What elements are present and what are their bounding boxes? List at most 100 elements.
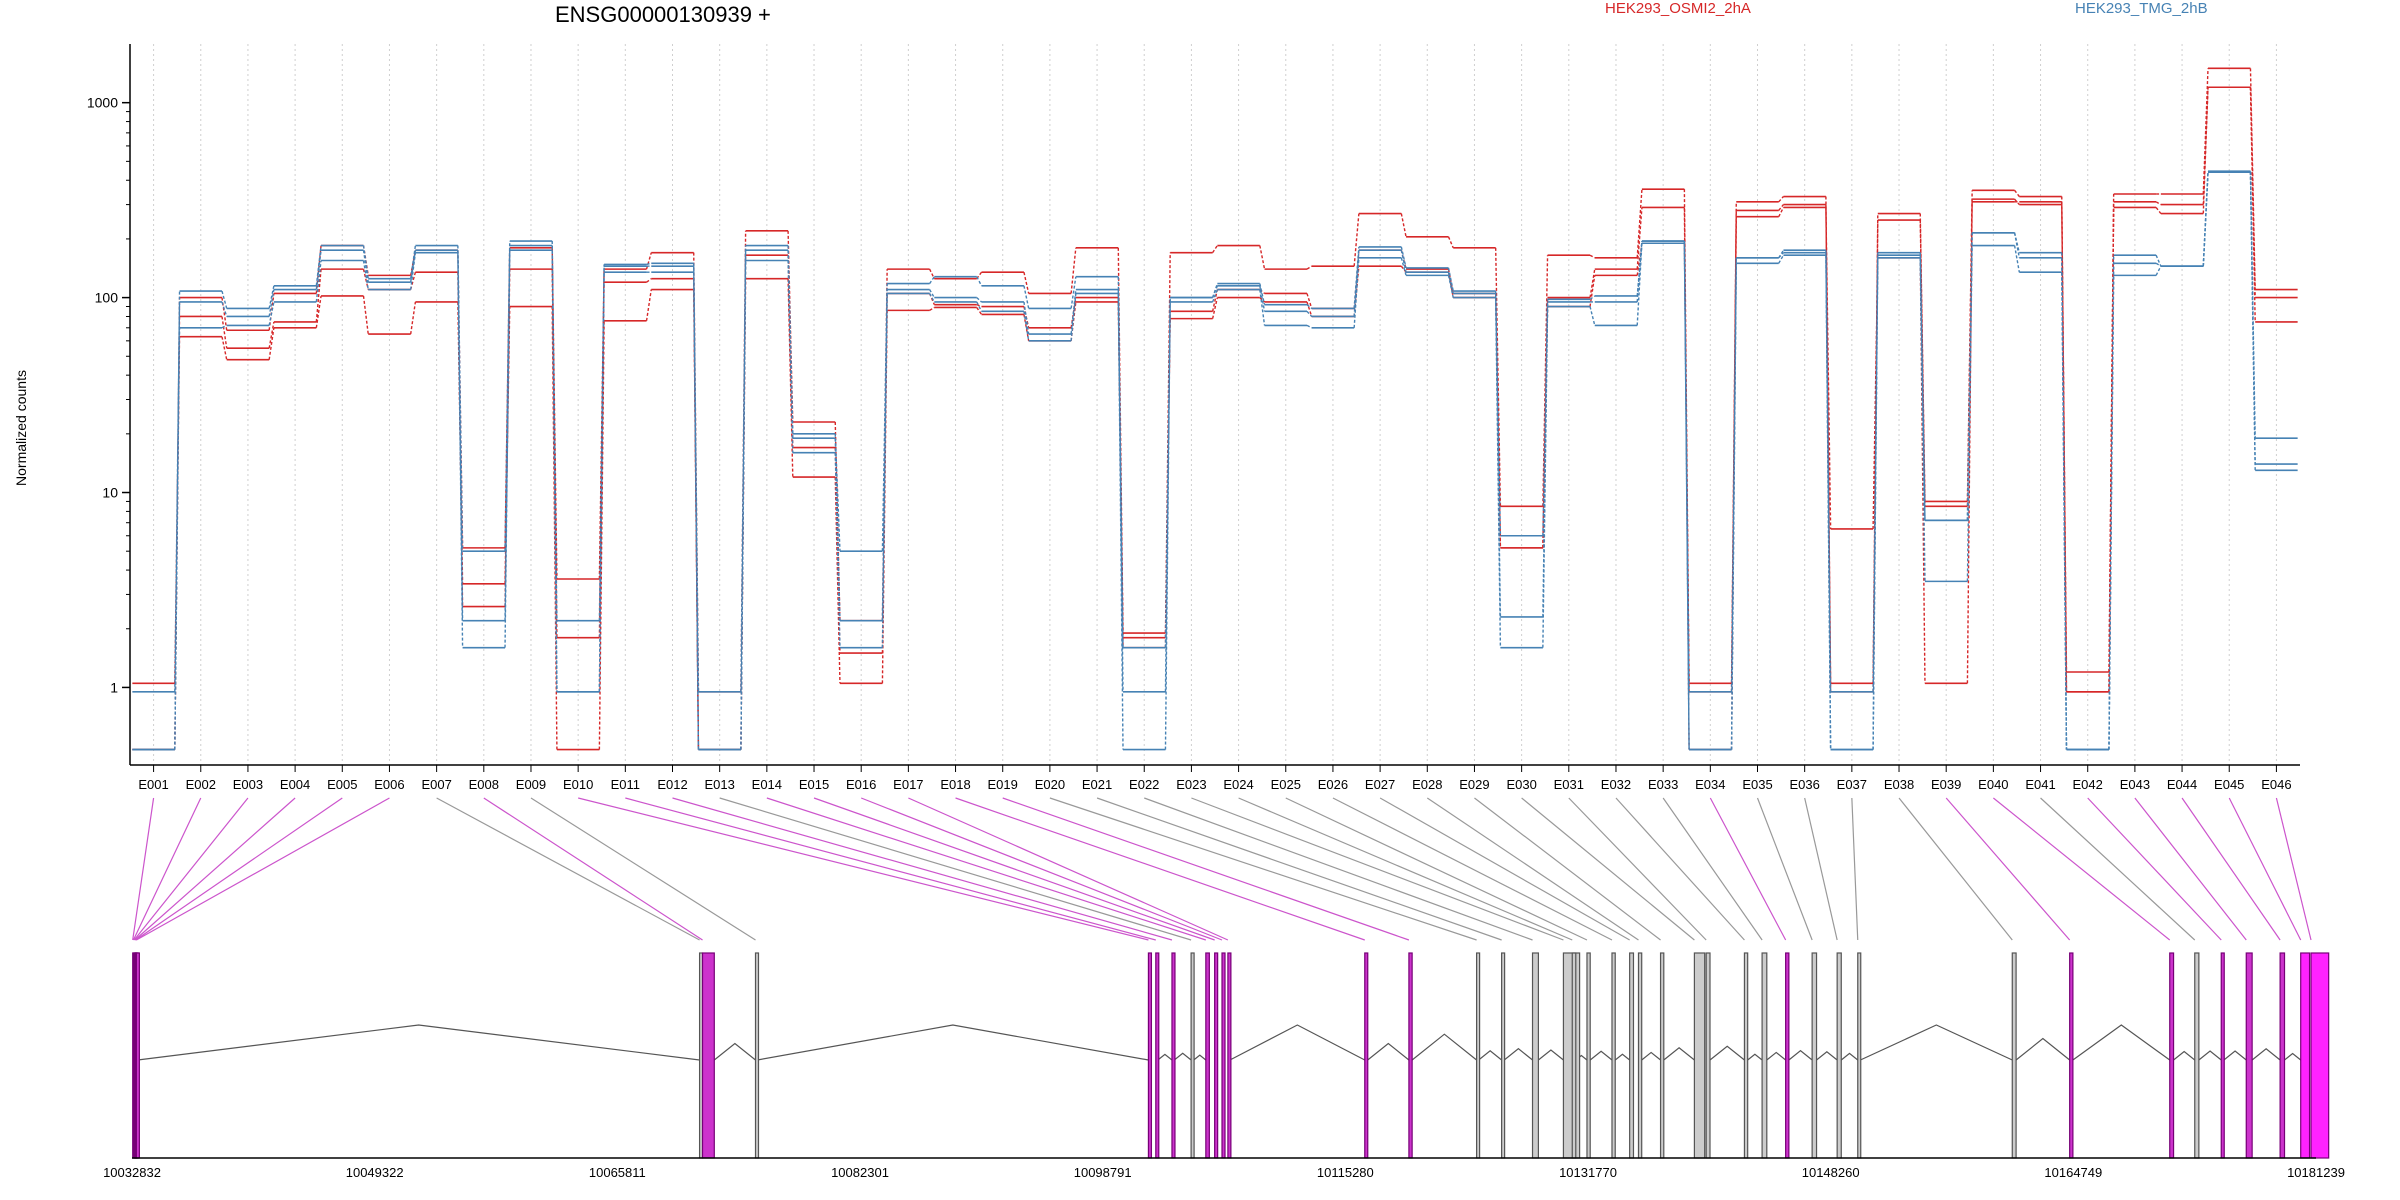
series-tmg [132, 171, 2298, 751]
data-transition [1023, 285, 1030, 309]
data-transition [1589, 254, 1596, 259]
connector-line [483, 797, 703, 941]
data-transition [1400, 250, 1407, 273]
data-transition [2155, 201, 2162, 206]
data-transition [1872, 252, 1879, 750]
connector-line [1615, 797, 1745, 941]
connector-line [813, 797, 1215, 941]
data-transition [1306, 301, 1313, 317]
data-transition [268, 327, 275, 360]
data-transition [268, 285, 275, 309]
x-tick-label: E039 [1931, 777, 1961, 792]
x-tick-label: E014 [752, 777, 782, 792]
data-transition [1636, 241, 1643, 296]
connector-line [1521, 797, 1695, 941]
connector-line [1709, 797, 1787, 941]
connector-line [1568, 797, 1707, 941]
x-tick-label: E001 [138, 777, 168, 792]
legend-entry: HEK293_TMG_2hB [2075, 0, 2208, 17]
exon-box [1190, 952, 1195, 1159]
x-tick-label: E044 [2167, 777, 2197, 792]
intron-line [137, 1024, 700, 1061]
data-transition [1212, 245, 1218, 254]
data-transition [1447, 275, 1454, 298]
data-transition [2013, 245, 2021, 273]
connector-line [2087, 797, 2222, 941]
intron-line [2251, 1048, 2281, 1061]
data-transition [1825, 252, 1832, 692]
data-transition [834, 438, 841, 621]
y-axis-label: Normalized counts [13, 370, 29, 486]
exon-connectors [132, 797, 2312, 941]
data-transition [1778, 204, 1784, 211]
legend: HEK293_OSMI2_2hA HEK293_TMG_2hB [1605, 0, 2208, 17]
genomic-tick-label: 10148260 [1802, 1165, 1860, 1180]
x-tick-label: E020 [1035, 777, 1065, 792]
exon-box [701, 952, 715, 1159]
exon-box [1364, 952, 1369, 1159]
exon-box [1214, 952, 1219, 1159]
data-transition [928, 293, 935, 303]
data-transition [1494, 291, 1502, 536]
intron-line [1788, 1049, 1813, 1061]
exon-box [2069, 952, 2074, 1159]
x-tick-label: E032 [1601, 777, 1631, 792]
data-transition [2249, 171, 2256, 439]
connector-line [1144, 797, 1533, 941]
connector-line [134, 797, 296, 941]
exon-box [1205, 952, 1210, 1159]
data-transition [504, 241, 511, 552]
exon-box [1705, 952, 1711, 1159]
data-transition [362, 295, 369, 335]
connector-line [132, 797, 202, 941]
exon-box [1659, 952, 1665, 1159]
data-transition [315, 260, 322, 303]
data-transition [1447, 236, 1454, 249]
data-transition [409, 252, 417, 290]
data-transition [1778, 196, 1784, 203]
intron-line [1663, 1046, 1695, 1061]
intron-line [2015, 1037, 2071, 1061]
data-transition [268, 301, 275, 326]
data-transition [1023, 301, 1030, 335]
data-transition [2013, 232, 2020, 253]
data-transition [1353, 213, 1360, 267]
exon-box [1637, 952, 1643, 1159]
genomic-tick-label: 10098791 [1074, 1165, 1132, 1180]
data-transition [315, 269, 322, 323]
intron-line [2198, 1050, 2222, 1061]
intron-line [1860, 1024, 2013, 1061]
data-transition [1636, 243, 1643, 326]
connector-line [132, 797, 155, 941]
genomic-tick-label: 10115280 [1317, 1165, 1374, 1180]
data-transition [1259, 285, 1266, 312]
series-osmi2 [132, 86, 2298, 751]
genomic-tick-label: 10032832 [103, 1165, 161, 1180]
connector-line [1332, 797, 1613, 941]
x-tick-label: E036 [1789, 777, 1819, 792]
x-tick-label: E015 [799, 777, 829, 792]
intron-line [1173, 1052, 1192, 1061]
x-tick-label: E013 [704, 777, 734, 792]
data-transition [174, 291, 181, 750]
x-tick-label: E011 [611, 777, 640, 792]
exon-box [1857, 952, 1862, 1159]
data-transition [2155, 265, 2162, 276]
data-transition [976, 304, 982, 308]
data-transition [645, 289, 652, 321]
connector-line [1898, 797, 2013, 941]
data-transition [976, 276, 983, 287]
data-transition [1400, 257, 1407, 276]
x-tick-label: E016 [846, 777, 876, 792]
data-transition [976, 307, 983, 315]
x-tick-label: E022 [1129, 777, 1159, 792]
connector-line [1002, 797, 1410, 941]
data-transition [1306, 293, 1313, 309]
data-transition [1589, 268, 1596, 298]
data-transition [551, 241, 558, 692]
exon-box [1227, 952, 1232, 1159]
x-tick-label: E024 [1223, 777, 1253, 792]
connector-line [2181, 797, 2281, 941]
connector-line [1992, 797, 2171, 941]
connector-line [955, 797, 1365, 941]
